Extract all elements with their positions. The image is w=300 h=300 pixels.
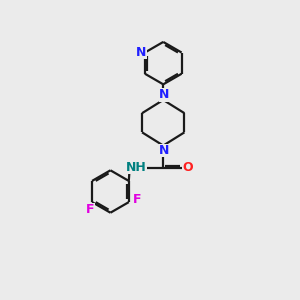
Text: F: F bbox=[86, 203, 95, 216]
Text: N: N bbox=[159, 144, 169, 157]
Text: O: O bbox=[182, 161, 193, 174]
Text: NH: NH bbox=[126, 161, 146, 174]
Text: N: N bbox=[159, 88, 169, 101]
Text: F: F bbox=[133, 193, 141, 206]
Text: N: N bbox=[136, 46, 146, 59]
